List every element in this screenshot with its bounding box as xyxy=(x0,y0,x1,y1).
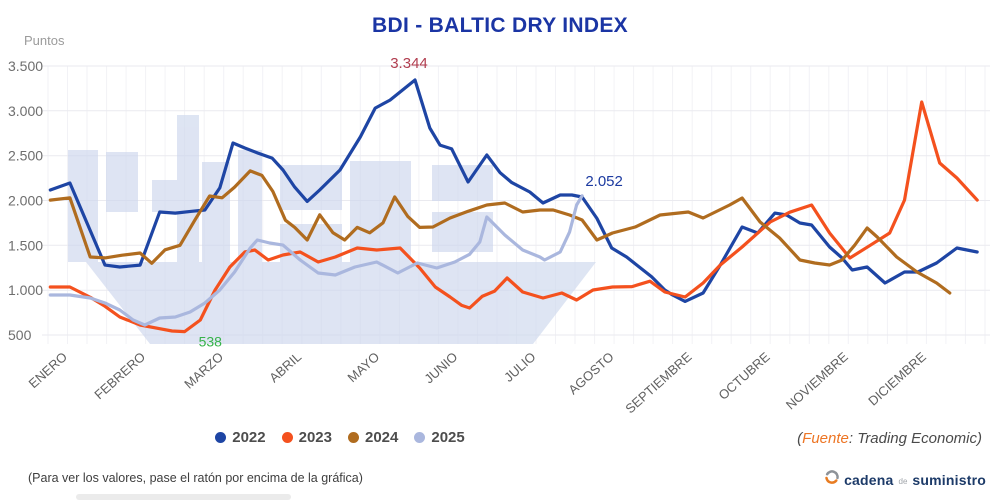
legend-dot xyxy=(215,432,227,443)
legend-item-2022[interactable]: 2022 xyxy=(215,429,266,446)
background-watermark xyxy=(68,115,596,344)
bdi-line-chart[interactable]: 3.500 3.000 2.500 2.000 1.500 1.000 500 ENERO FE… xyxy=(0,0,1000,422)
x-tick-label: FEBRERO xyxy=(91,349,148,402)
legend-dot xyxy=(281,432,293,443)
series-line-2024[interactable] xyxy=(48,169,952,295)
legend-dot xyxy=(414,432,426,443)
source-text: Trading Economic xyxy=(857,430,977,447)
cropped-bottom-element xyxy=(76,494,291,500)
annotation-538: 538 xyxy=(199,334,223,350)
y-tick-label: 2.500 xyxy=(8,148,43,164)
legend-item-2025[interactable]: 2025 xyxy=(414,429,465,446)
y-tick-label: 1.500 xyxy=(8,237,43,253)
chart-legend: 2022 2023 2024 2025 xyxy=(0,429,680,446)
y-tick-label: 500 xyxy=(8,327,32,343)
x-tick-label: MAYO xyxy=(345,349,383,385)
x-tick-label: AGOSTO xyxy=(565,349,616,397)
legend-item-2023[interactable]: 2023 xyxy=(281,429,332,446)
x-tick-label: JUNIO xyxy=(421,349,460,386)
x-tick-label: ABRIL xyxy=(266,349,304,385)
y-axis-unit-label: Puntos xyxy=(24,33,65,48)
logo-word: cadena xyxy=(844,471,894,488)
logo-circular-arrows-icon xyxy=(824,469,840,490)
x-tick-label: DICIEMBRE xyxy=(865,349,929,409)
legend-dot xyxy=(348,432,359,443)
annotation-3.344: 3.344 xyxy=(390,55,428,72)
x-tick-label: NOVIEMBRE xyxy=(783,349,851,413)
y-tick-label: 1.000 xyxy=(8,282,43,298)
source-suffix: ) xyxy=(977,430,982,447)
logo-word: suministro xyxy=(912,471,986,488)
horizontal-gridlines-and-yticks: 3.500 3.000 2.500 2.000 1.500 1.000 500 xyxy=(8,58,990,343)
source-fuente: Fuente xyxy=(802,430,849,447)
annotation-2.052: 2.052 xyxy=(585,173,623,190)
x-tick-label: SEPTIEMBRE xyxy=(622,349,695,416)
legend-label: 2025 xyxy=(431,429,465,446)
series-line-2025[interactable] xyxy=(48,194,584,327)
logo-word-de: de xyxy=(898,477,908,486)
legend-item-2024[interactable]: 2024 xyxy=(348,429,398,446)
x-axis-month-labels: ENERO FEBRERO MARZO ABRIL MAYO JUNIO JULIO AGOS… xyxy=(26,349,930,416)
legend-label: 2022 xyxy=(232,429,266,446)
y-tick-label: 2.000 xyxy=(8,193,43,209)
brand-logo[interactable]: cadena de suministro xyxy=(824,469,986,490)
legend-label: 2024 xyxy=(365,429,399,446)
series-line-2023[interactable] xyxy=(48,100,979,334)
x-tick-label: JULIO xyxy=(501,349,538,385)
source-note: (Fuente: Trading Economic) xyxy=(797,430,982,447)
page-title: BDI - BALTIC DRY INDEX xyxy=(372,14,628,37)
x-tick-label: OCTUBRE xyxy=(715,349,773,403)
y-tick-label: 3.500 xyxy=(8,58,43,74)
x-tick-label: MARZO xyxy=(181,349,226,392)
source-prefix: ( xyxy=(797,430,803,447)
hover-hint-note: (Para ver los valores, pase el ratón por… xyxy=(28,471,363,485)
legend-label: 2023 xyxy=(298,429,332,446)
x-tick-label: ENERO xyxy=(26,349,70,391)
series-line-2022[interactable] xyxy=(48,78,979,303)
source-separator: : xyxy=(848,430,858,447)
y-tick-label: 3.000 xyxy=(8,103,43,119)
